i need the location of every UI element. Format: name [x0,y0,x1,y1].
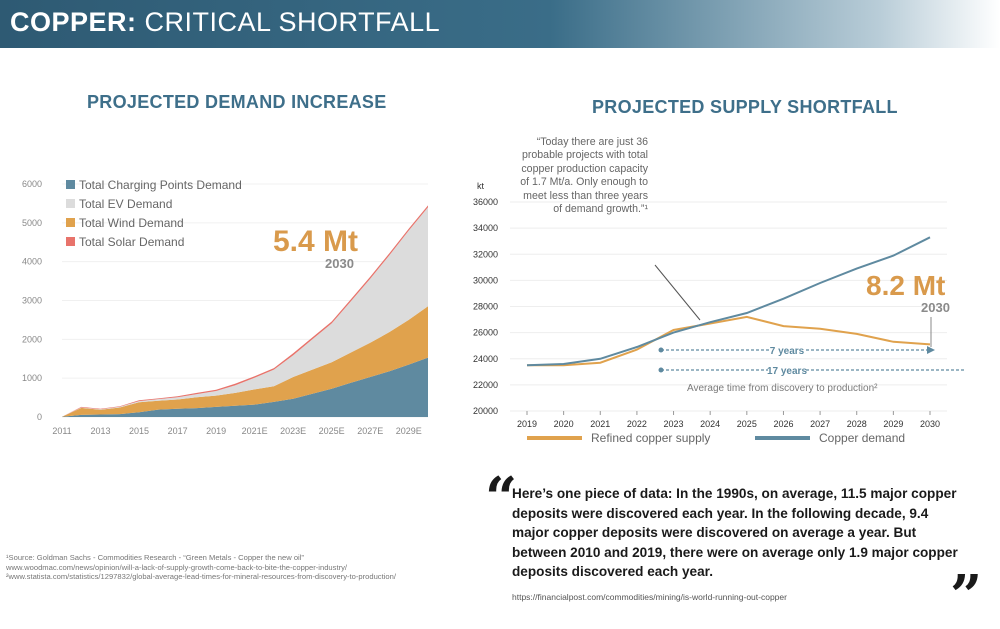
y-tick-label: 0 [37,412,42,422]
x-tick-label: 2023 [664,419,684,429]
legend-label: Total Charging Points Demand [79,178,242,192]
x-tick-label: 2028 [847,419,867,429]
legend-label: Total EV Demand [79,197,172,211]
y-tick-label: 2000 [22,334,42,344]
x-tick-label: 2021 [590,419,610,429]
area-series-1 [62,357,428,417]
y-tick-label: 36000 [473,197,498,207]
line-series-1 [527,315,931,367]
x-tick-label: 2017 [168,426,188,435]
y-tick-label: 26000 [473,328,498,338]
x-tick-label: 2025E [319,426,345,435]
seventeen-years-label: 17 years [767,366,807,377]
x-tick-label: 2019 [517,419,537,429]
y-tick-label: 34000 [473,223,498,233]
y-tick-label: 6000 [22,179,42,189]
supply-quote: “Today there are just 36 probable projec… [520,136,648,216]
seven-years-label: 7 years [770,346,805,357]
close-quote-mark: ” [950,563,983,629]
legend-swatch [66,199,75,208]
lead-time-arrows: 7 years 17 years Average time from disco… [658,342,965,394]
y-tick-label: 30000 [473,275,498,285]
x-tick-label: 2026 [773,419,793,429]
x-tick-label: 2011 [52,426,71,435]
y-tick-label: 5000 [22,218,42,228]
y-tick-label: 1000 [22,373,42,383]
open-quote-mark: “ [485,465,518,531]
left-big-year: 2030 [325,256,354,271]
x-tick-label: 2021E [242,426,268,435]
x-tick-label: 2023E [280,426,306,435]
x-tick-label: 2013 [91,426,111,435]
area-series-3 [62,306,428,417]
arrow-start-dot [658,367,664,373]
legend-label: Refined copper supply [591,431,710,445]
y-tick-label: 32000 [473,249,498,259]
legend-swatch [66,237,75,246]
demand-chart: 0 1000 2000 3000 4000 5000 6000 2011 2013 2015 20… [22,178,428,435]
x-tick-label: 2029E [396,426,422,435]
left-big-value: 5.4 Mt [273,225,358,258]
x-tick-label: 2025 [737,419,757,429]
header-banner: COPPER: CRITICAL SHORTFALL [0,0,1000,48]
arrow-head [927,346,935,354]
quote-pointer-line [654,264,701,321]
x-tick-label: 2015 [129,426,149,435]
right-axis-unit: kt [477,181,485,191]
source-line: ¹Source: Goldman Sachs - Commodities Res… [6,553,304,562]
legend-label: Total Solar Demand [79,235,184,249]
legend-label: Copper demand [819,431,905,445]
source-line: ²www.statista.com/statistics/1297832/glo… [6,572,396,582]
x-tick-label: 2027 [810,419,830,429]
y-tick-label: 3000 [22,296,42,306]
x-tick-label: 2030 [920,419,940,429]
x-tick-label: 2022 [627,419,647,429]
area-series-2 [62,207,428,417]
arrow-start-dot [658,347,664,353]
right-big-value: 8.2 Mt [866,270,945,301]
x-tick-label: 2019 [206,426,226,435]
right-big-year: 2030 [921,300,950,315]
lead-time-caption: Average time from discovery to productio… [687,383,878,394]
x-tick-label: 2020 [554,419,574,429]
legend-swatch [66,180,75,189]
y-tick-label: 4000 [22,257,42,267]
x-tick-label: 2029 [883,419,903,429]
left-chart-title: PROJECTED DEMAND INCREASE [87,92,387,112]
quote-source: https://financialpost.com/commodities/mi… [512,592,787,602]
x-tick-label: 2027E [357,426,383,435]
right-chart-title: PROJECTED SUPPLY SHORTFALL [592,97,898,117]
source-line: www.woodmac.com/news/opinion/will-a-lack… [6,562,347,572]
quote-text: Here’s one piece of data: In the 1990s, … [512,486,958,579]
y-tick-label: 22000 [473,380,498,390]
page-title: COPPER: CRITICAL SHORTFALL [10,7,441,37]
x-tick-label: 2024 [700,419,720,429]
legend-swatch [66,218,75,227]
y-tick-label: 24000 [473,354,498,364]
y-tick-label: 28000 [473,302,498,312]
line-series-2 [526,236,931,367]
supply-chart: 20000 22000 24000 26000 28000 30000 32000 34000… [473,181,965,445]
sources-footnote: ¹Source: Goldman Sachs - Commodities Res… [6,553,496,582]
legend-label: Total Wind Demand [79,216,184,230]
y-tick-label: 20000 [473,406,498,416]
